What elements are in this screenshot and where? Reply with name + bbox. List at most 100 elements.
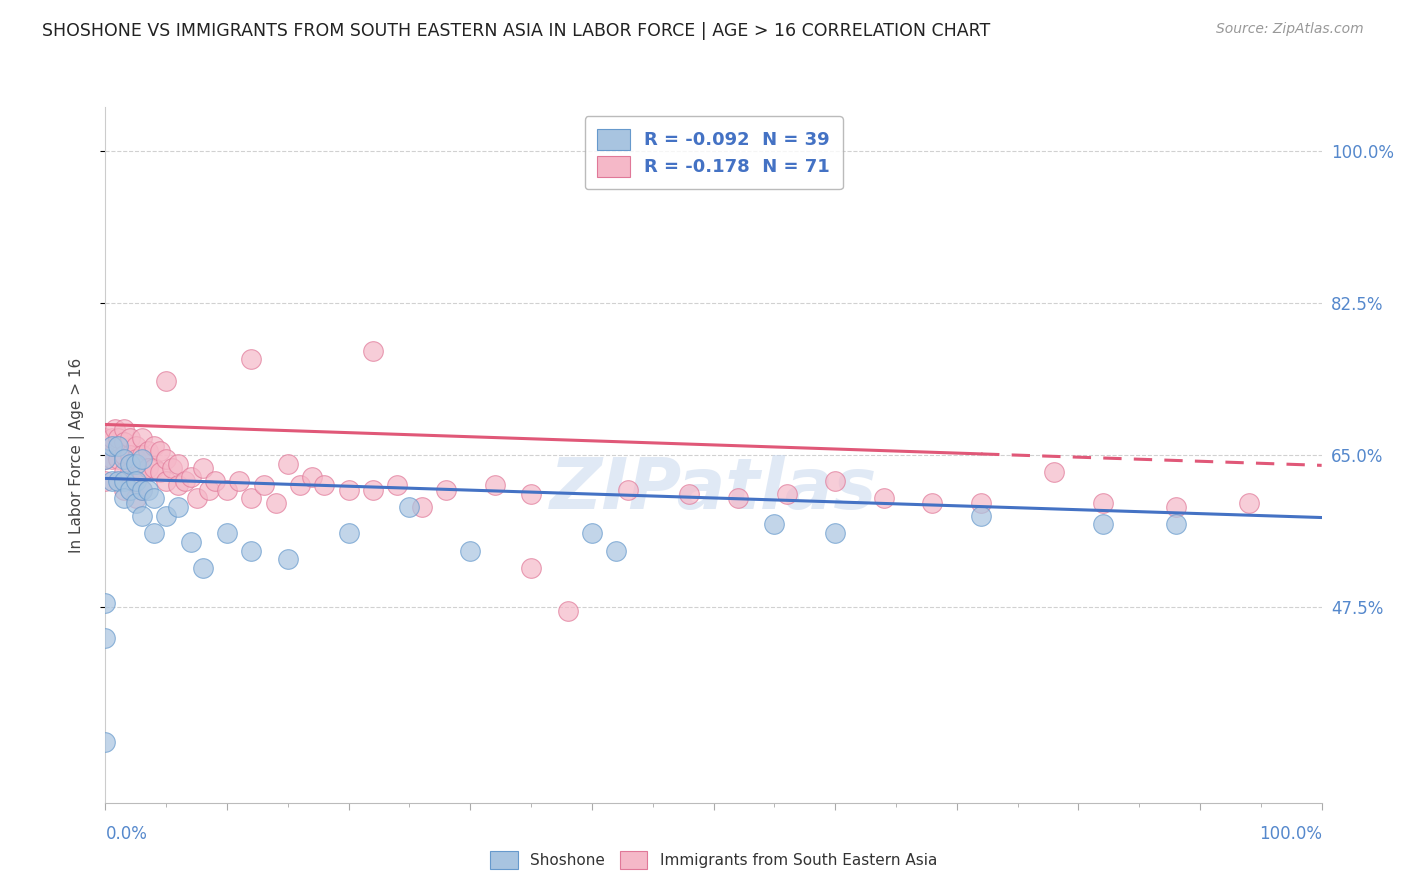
Point [970,496,993,510]
Point [361,343,384,358]
Point [125,439,148,453]
Point [125,491,148,506]
Point [107,430,129,444]
Point [301,469,323,483]
Point [100,452,122,467]
Point [125,457,148,471]
Point [125,469,148,483]
Point [180,469,202,483]
Point [228,474,250,488]
Point [520,561,543,575]
Point [557,605,579,619]
Point [131,483,153,497]
Point [970,508,993,523]
Point [617,483,640,497]
Point [824,526,846,541]
Point [484,478,506,492]
Point [112,452,135,467]
Legend: Shoshone, Immigrants from South Eastern Asia: Shoshone, Immigrants from South Eastern … [484,846,943,875]
Point [112,448,135,462]
Point [149,466,172,480]
Point [217,526,239,541]
Point [94,452,117,467]
Text: Source: ZipAtlas.com: Source: ZipAtlas.com [1216,22,1364,37]
Point [520,487,543,501]
Point [191,461,214,475]
Point [136,483,159,497]
Point [149,443,172,458]
Point [155,374,177,388]
Point [131,430,153,444]
Point [94,735,117,749]
Point [125,452,148,467]
Point [107,452,129,467]
Point [186,491,208,506]
Point [125,496,148,510]
Point [112,474,135,488]
Point [1237,496,1260,510]
Point [240,543,263,558]
Point [118,466,141,480]
Point [252,478,274,492]
Text: 0.0%: 0.0% [105,825,148,843]
Point [100,474,122,488]
Point [337,483,360,497]
Point [411,500,433,514]
Point [337,526,360,541]
Point [155,508,177,523]
Point [167,457,190,471]
Point [240,491,263,506]
Point [775,487,797,501]
Point [288,478,311,492]
Point [131,448,153,462]
Point [873,491,896,506]
Point [118,457,141,471]
Point [112,434,135,449]
Point [763,517,786,532]
Y-axis label: In Labor Force | Age > 16: In Labor Force | Age > 16 [69,358,84,552]
Point [198,483,221,497]
Point [112,491,135,506]
Point [277,457,299,471]
Text: 100.0%: 100.0% [1258,825,1322,843]
Point [921,496,943,510]
Point [824,474,846,488]
Point [434,483,457,497]
Point [314,478,336,492]
Point [678,487,700,501]
Point [217,483,239,497]
Point [94,474,117,488]
Point [155,474,177,488]
Point [155,452,177,467]
Point [167,500,190,514]
Point [1164,517,1187,532]
Point [162,461,184,475]
Point [112,466,135,480]
Point [143,526,166,541]
Text: ZIPatlas: ZIPatlas [550,455,877,524]
Point [143,461,166,475]
Point [100,430,122,444]
Point [180,534,202,549]
Point [118,448,141,462]
Point [94,631,117,645]
Point [125,474,148,488]
Point [131,452,153,467]
Point [581,526,603,541]
Point [118,430,141,444]
Point [1091,496,1114,510]
Point [94,430,117,444]
Point [277,552,299,566]
Point [143,439,166,453]
Point [264,496,287,510]
Point [131,466,153,480]
Point [605,543,627,558]
Point [131,508,153,523]
Point [1164,500,1187,514]
Point [136,461,159,475]
Point [204,474,226,488]
Point [118,483,141,497]
Point [458,543,481,558]
Point [387,478,409,492]
Point [167,478,190,492]
